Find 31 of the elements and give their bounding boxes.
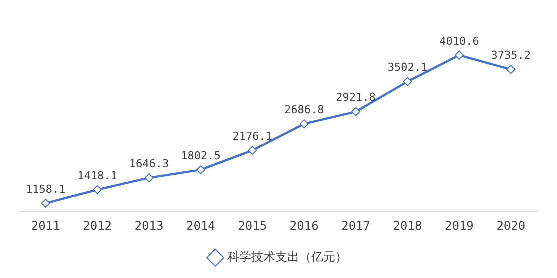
point: [93, 185, 102, 194]
x-tick-label: 2018: [393, 218, 422, 233]
x-tick-label: 2013: [134, 218, 164, 233]
point: [506, 65, 516, 74]
point: [144, 174, 154, 183]
data-label: 3735.2: [491, 49, 532, 62]
point: [196, 165, 206, 174]
data-label: 2176.1: [232, 130, 273, 143]
point: [454, 50, 464, 60]
data-label: 1802.5: [181, 149, 221, 162]
x-tick-label: 2019: [444, 218, 474, 233]
point: [403, 77, 412, 86]
data-label: 3502.1: [388, 61, 428, 74]
data-label: 1646.3: [129, 157, 170, 170]
data-label: 1158.1: [26, 182, 66, 196]
data-label: 1418.1: [78, 169, 118, 182]
point: [41, 198, 50, 208]
x-tick-label: 2014: [186, 218, 216, 233]
x-tick-label: 2015: [238, 218, 268, 233]
point: [352, 107, 361, 116]
point: [248, 146, 258, 156]
point: [300, 120, 309, 129]
x-tick-label: 2012: [83, 218, 112, 233]
data-label: 2921.8: [336, 91, 376, 104]
x-tick-label: 2011: [31, 218, 60, 233]
data-label: 4010.6: [440, 34, 480, 48]
x-tick-label: 2017: [342, 218, 371, 233]
x-tick-label: 2016: [290, 218, 319, 233]
data-label: 2686.8: [284, 103, 324, 116]
legend-label: 科学技术支出（亿元）: [228, 250, 348, 264]
x-tick-label: 2020: [496, 218, 526, 233]
